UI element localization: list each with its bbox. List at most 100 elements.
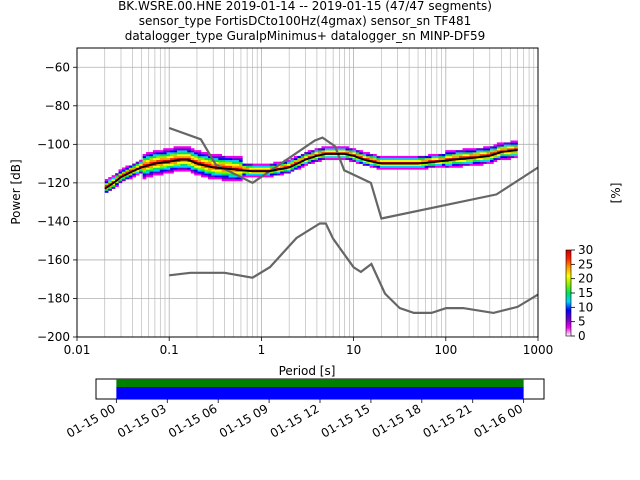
psd-cell xyxy=(197,161,202,164)
psd-cell xyxy=(441,163,446,166)
psd-cell xyxy=(331,157,336,161)
psd-cell xyxy=(245,171,250,174)
psd-cell xyxy=(166,150,171,153)
psd-cell xyxy=(115,180,119,184)
psd-cell xyxy=(438,153,443,157)
psd-cell xyxy=(159,157,164,161)
psd-cell xyxy=(318,157,322,161)
psd-cell xyxy=(448,163,453,166)
psd-cell xyxy=(194,169,198,172)
psd-cell xyxy=(342,150,346,153)
psd-cell xyxy=(187,161,192,164)
psd-cell xyxy=(166,171,171,174)
psd-cell xyxy=(321,157,326,161)
psd-cell xyxy=(180,148,185,151)
psd-cell xyxy=(479,148,484,151)
psd-cell xyxy=(448,150,453,153)
psd-cell xyxy=(417,167,422,170)
psd-cell xyxy=(194,157,198,161)
psd-cell xyxy=(510,152,515,155)
psd-cell xyxy=(290,161,295,164)
psd-cell xyxy=(163,165,167,168)
psd-cell xyxy=(232,165,236,168)
psd-cell xyxy=(293,167,298,170)
psd-cell xyxy=(225,179,229,182)
psd-cell xyxy=(297,167,302,170)
psd-cell xyxy=(214,155,219,159)
psd-cell xyxy=(242,165,247,168)
psd-cell xyxy=(376,163,381,166)
psd-cell xyxy=(421,167,425,170)
psd-cell xyxy=(304,152,309,155)
psd-cell xyxy=(503,148,508,151)
psd-cell xyxy=(479,161,484,164)
psd-cell xyxy=(266,165,271,168)
psd-cell xyxy=(383,155,388,159)
psd-cell xyxy=(173,165,178,168)
psd-cell xyxy=(204,169,209,172)
psd-cell xyxy=(414,159,419,162)
psd-cell xyxy=(287,159,291,162)
psd-cell xyxy=(135,173,140,176)
psd-cell xyxy=(362,153,367,157)
psd-cell xyxy=(104,184,109,188)
psd-cell xyxy=(359,153,364,157)
psd-cell xyxy=(156,167,161,170)
psd-cell xyxy=(431,155,436,159)
psd-cell xyxy=(201,165,205,168)
psd-cell xyxy=(500,148,505,151)
psd-cell xyxy=(142,173,147,176)
x-tick-label: 0.01 xyxy=(64,343,91,357)
psd-cell xyxy=(207,163,212,166)
psd-cell xyxy=(218,155,223,159)
psd-cell xyxy=(201,175,205,178)
psd-cell xyxy=(235,179,240,182)
psd-cell xyxy=(214,171,219,174)
psd-cell xyxy=(386,159,391,162)
psd-cell xyxy=(146,153,150,157)
psd-cell xyxy=(510,140,515,143)
psd-cell xyxy=(438,161,443,164)
psd-cell xyxy=(163,157,167,161)
psd-cell xyxy=(428,157,432,161)
psd-cell xyxy=(173,148,178,151)
psd-cell xyxy=(238,159,243,162)
psd-cell xyxy=(139,161,143,164)
psd-cell xyxy=(483,150,487,153)
psd-cell xyxy=(108,177,112,180)
psd-cell xyxy=(369,163,374,166)
psd-cell xyxy=(249,165,253,168)
psd-cell xyxy=(445,155,450,159)
psd-cell xyxy=(400,167,405,170)
psd-cell xyxy=(400,159,405,162)
psd-cell xyxy=(514,142,518,145)
psd-cell xyxy=(290,163,295,166)
psd-cell xyxy=(173,155,178,159)
psd-cell xyxy=(118,175,123,178)
psd-cell xyxy=(514,144,518,147)
psd-cell xyxy=(135,161,140,164)
psd-cell xyxy=(345,146,350,149)
psd-cell xyxy=(152,169,157,172)
psd-cell xyxy=(335,157,339,161)
psd-cell xyxy=(125,169,130,172)
psd-cell xyxy=(434,161,439,164)
psd-cell xyxy=(390,159,395,162)
psd-cell xyxy=(104,182,109,186)
psd-cell xyxy=(201,153,205,157)
psd-cell xyxy=(221,175,226,178)
psd-cell xyxy=(238,167,243,170)
psd-cell xyxy=(111,177,116,180)
psd-cell xyxy=(149,175,154,178)
psd-cell xyxy=(366,161,370,164)
psd-cell xyxy=(383,163,388,166)
psd-cell xyxy=(410,165,415,168)
psd-cell xyxy=(445,157,450,161)
psd-cell xyxy=(115,175,119,178)
psd-cell xyxy=(496,157,501,161)
psd-cell xyxy=(348,150,353,153)
psd-cell xyxy=(221,155,226,159)
psd-cell xyxy=(214,157,219,161)
psd-cell xyxy=(318,150,322,153)
coverage-tick-label: 01-15 18 xyxy=(370,401,424,440)
